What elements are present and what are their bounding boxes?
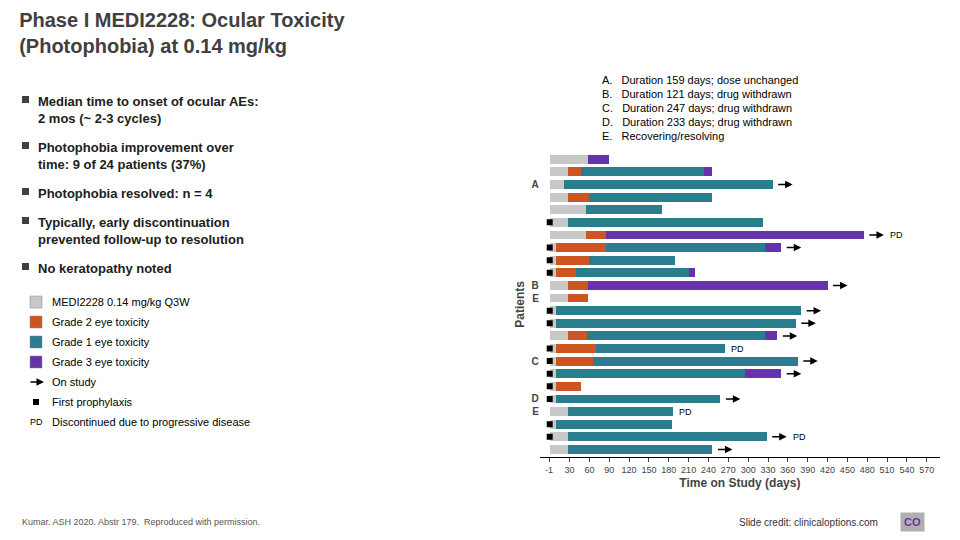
svg-text:E: E	[532, 293, 539, 304]
svg-text:150: 150	[641, 465, 656, 475]
svg-text:270: 270	[721, 465, 736, 475]
svg-text:Typically, early discontinuati: Typically, early discontinuationprevente…	[38, 215, 244, 247]
svg-text:Median time to onset of ocular: Median time to onset of ocular AEs:2 mos…	[38, 94, 259, 126]
svg-text:Grade 1 eye toxicity: Grade 1 eye toxicity	[52, 336, 150, 348]
svg-text:300: 300	[741, 465, 756, 475]
svg-text:On study: On study	[52, 376, 97, 388]
svg-text:-1: -1	[545, 465, 553, 475]
svg-text:C. Duration 247 days; drug w: C. Duration 247 days; drug withdrawn	[602, 102, 792, 114]
svg-text:Photophobia resolved: n = 4: Photophobia resolved: n = 4	[38, 186, 213, 201]
svg-text:B. Duration 121 days; drug w: B. Duration 121 days; drug withdrawn	[602, 88, 792, 100]
svg-text:510: 510	[880, 465, 895, 475]
svg-text:Slide credit: clinicaloptions.: Slide credit: clinicaloptions.com	[739, 517, 878, 528]
svg-text:180: 180	[661, 465, 676, 475]
svg-text:Discontinued due to progressiv: Discontinued due to progressive disease	[52, 416, 250, 428]
svg-text:120: 120	[622, 465, 637, 475]
svg-text:390: 390	[800, 465, 815, 475]
svg-text:540: 540	[899, 465, 914, 475]
svg-text:Grade 3 eye toxicity: Grade 3 eye toxicity	[52, 356, 150, 368]
svg-text:Photophobia improvement overti: Photophobia improvement overtime: 9 of 2…	[38, 140, 234, 172]
svg-text:PD: PD	[731, 344, 744, 354]
svg-text:Phase I MEDI2228: Ocular Toxic: Phase I MEDI2228: Ocular Toxicity(Photop…	[19, 9, 345, 57]
svg-text:330: 330	[760, 465, 775, 475]
svg-text:PD: PD	[679, 407, 692, 417]
svg-text:Patients: Patients	[513, 281, 527, 328]
svg-text:420: 420	[820, 465, 835, 475]
svg-text:240: 240	[701, 465, 716, 475]
svg-text:MEDI2228 0.14 mg/kg Q3W: MEDI2228 0.14 mg/kg Q3W	[52, 296, 190, 308]
svg-text:Kumar. ASH 2020. Abstr 179. R: Kumar. ASH 2020. Abstr 179. Reproduced w…	[22, 517, 260, 527]
svg-text:90: 90	[604, 465, 614, 475]
svg-text:PD: PD	[793, 432, 806, 442]
svg-text:450: 450	[840, 465, 855, 475]
svg-text:Time on Study (days): Time on Study (days)	[679, 476, 800, 490]
svg-text:D: D	[532, 393, 539, 404]
svg-text:210: 210	[681, 465, 696, 475]
svg-text:60: 60	[584, 465, 594, 475]
svg-text:B: B	[532, 280, 539, 291]
svg-text:D. Duration 233 days; drug w: D. Duration 233 days; drug withdrawn	[602, 116, 792, 128]
svg-text:480: 480	[860, 465, 875, 475]
svg-text:No keratopathy noted: No keratopathy noted	[38, 261, 172, 276]
svg-text:PD: PD	[30, 417, 43, 427]
svg-text:A: A	[532, 179, 539, 190]
svg-text:E. Recovering/resolving: E. Recovering/resolving	[602, 130, 724, 142]
svg-text:570: 570	[919, 465, 934, 475]
svg-text:E: E	[532, 406, 539, 417]
svg-text:Grade 2 eye toxicity: Grade 2 eye toxicity	[52, 316, 150, 328]
svg-text:PD: PD	[890, 230, 903, 240]
svg-text:First prophylaxis: First prophylaxis	[52, 396, 133, 408]
svg-text:30: 30	[565, 465, 575, 475]
svg-text:C: C	[532, 356, 539, 367]
svg-text:A. Duration 159 days; dose u: A. Duration 159 days; dose unchanged	[602, 74, 798, 86]
svg-text:CO: CO	[904, 516, 921, 528]
svg-text:360: 360	[780, 465, 795, 475]
